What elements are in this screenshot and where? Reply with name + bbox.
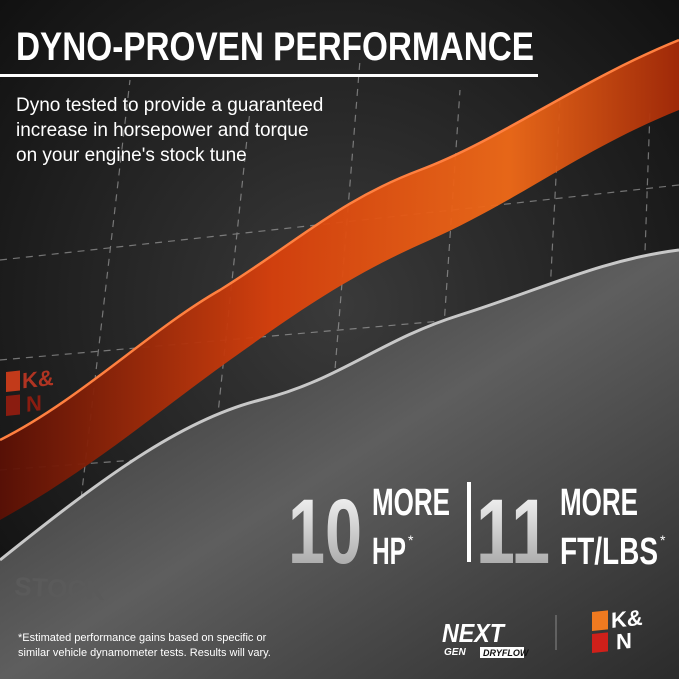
logo-block bbox=[6, 394, 20, 416]
logo-block bbox=[6, 370, 20, 392]
title-rule bbox=[0, 74, 538, 77]
logo-box bbox=[480, 647, 524, 658]
side-logo: K& N bbox=[6, 365, 54, 417]
stat-unit: HP bbox=[372, 531, 406, 573]
logo-text: N bbox=[26, 390, 42, 417]
logo-text: GEN bbox=[444, 647, 466, 658]
stat-mark: * bbox=[408, 532, 414, 548]
stat-number: 10 bbox=[288, 481, 362, 583]
performance-curve bbox=[0, 40, 679, 520]
stat-word: MORE bbox=[372, 482, 450, 524]
performance-line bbox=[0, 38, 679, 442]
footnote: *Estimated performance gains based on sp… bbox=[18, 632, 267, 644]
stat-divider bbox=[467, 482, 471, 562]
subtitle: increase in horsepower and torque bbox=[16, 120, 309, 141]
stock-label: STOCK bbox=[14, 571, 106, 606]
subtitle: Dyno tested to provide a guaranteed bbox=[16, 95, 323, 116]
logo-block bbox=[592, 610, 608, 631]
stat-unit: FT/LBS bbox=[560, 531, 658, 573]
title: DYNO-PROVEN PERFORMANCE bbox=[16, 25, 534, 69]
logo-text: K& bbox=[22, 365, 54, 393]
logo-block bbox=[592, 632, 608, 653]
logo-text: NEXT bbox=[442, 618, 506, 648]
subtitle: on your engine's stock tune bbox=[16, 145, 247, 166]
stock-curve bbox=[0, 250, 679, 679]
stat-word: MORE bbox=[560, 482, 638, 524]
footnote: similar vehicle dynamometer tests. Resul… bbox=[18, 647, 271, 659]
stat-number: 11 bbox=[476, 481, 550, 583]
logo-text: K& bbox=[611, 605, 643, 633]
nextgen-logo: NEXT GEN DRYFLOW bbox=[442, 618, 530, 658]
logo-text: N bbox=[616, 628, 632, 655]
stock-line bbox=[0, 248, 679, 562]
stat-mark: * bbox=[660, 532, 666, 548]
logo-text: DRYFLOW bbox=[483, 648, 530, 658]
brand-logo: K& N bbox=[592, 605, 643, 655]
